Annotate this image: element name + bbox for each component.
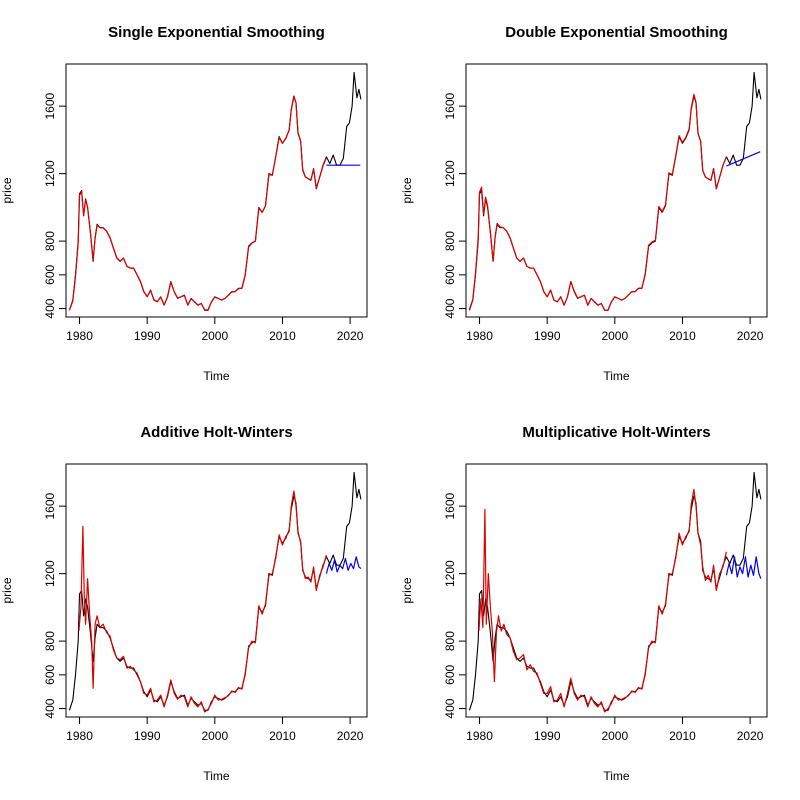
x-tick-label: 1990 — [534, 329, 561, 343]
y-tick-label: 600 — [43, 665, 57, 685]
series-line-fitted — [468, 93, 727, 311]
x-tick-label: 1980 — [466, 329, 493, 343]
series-line-actual — [468, 71, 762, 311]
chart-panel: Double Exponential Smoothing 1980 1990 2000… — [400, 24, 768, 383]
chart-panel: Single Exponential Smoothing 1980 1990 2000… — [0, 24, 368, 383]
y-tick-label: 1200 — [43, 560, 57, 587]
y-tick-label: 400 — [443, 698, 457, 718]
y-tick-label: 400 — [43, 698, 57, 718]
x-tick-label: 1990 — [134, 729, 161, 743]
x-tick-label: 2010 — [669, 329, 696, 343]
plot-frame — [465, 463, 768, 718]
x-tick-label: 2000 — [201, 329, 228, 343]
y-tick-label: 600 — [443, 665, 457, 685]
plot-frame — [65, 63, 368, 318]
y-tick-label: 1200 — [43, 160, 57, 187]
y-tick-label: 1600 — [443, 92, 457, 119]
x-tick-label: 1990 — [134, 329, 161, 343]
y-tick-label: 1600 — [43, 492, 57, 519]
y-axis-label: price — [0, 577, 14, 603]
y-axis-label: price — [0, 177, 14, 203]
series-line-forecast — [725, 556, 762, 579]
x-tick-label: 2000 — [601, 329, 628, 343]
series-line-forecast — [726, 151, 761, 167]
x-axis-label: Time — [603, 369, 630, 383]
x-tick-label: 2000 — [201, 729, 228, 743]
y-tick-label: 800 — [43, 631, 57, 651]
y-tick-label: 1600 — [443, 492, 457, 519]
series-line-fitted — [68, 96, 327, 311]
series-group — [468, 471, 762, 713]
x-tick-label: 2020 — [337, 729, 364, 743]
x-axis-label: Time — [203, 769, 230, 783]
series-line-actual — [68, 471, 362, 711]
y-tick-label: 800 — [443, 631, 457, 651]
y-tick-label: 1200 — [443, 160, 457, 187]
y-tick-label: 1200 — [443, 560, 457, 587]
chart-title: Double Exponential Smoothing — [505, 24, 728, 41]
x-tick-label: 1980 — [466, 729, 493, 743]
chart-panel: Additive Holt-Winters 1980 1990 2000 2010 202… — [0, 424, 368, 783]
y-tick-label: 1600 — [43, 92, 57, 119]
series-group — [68, 71, 362, 311]
y-tick-label: 400 — [43, 298, 57, 318]
x-tick-label: 2010 — [269, 329, 296, 343]
x-tick-label: 2010 — [269, 729, 296, 743]
series-group — [468, 71, 762, 311]
chart-title: Multiplicative Holt-Winters — [522, 424, 710, 441]
series-line-actual — [68, 71, 362, 311]
series-line-forecast — [325, 556, 362, 574]
x-tick-label: 2000 — [601, 729, 628, 743]
x-tick-label: 2020 — [337, 329, 364, 343]
x-tick-label: 2020 — [737, 329, 764, 343]
series-group — [68, 471, 362, 713]
y-tick-label: 800 — [443, 231, 457, 251]
y-axis-label: price — [400, 577, 414, 603]
y-tick-label: 400 — [443, 298, 457, 318]
x-tick-label: 1990 — [534, 729, 561, 743]
chart-title: Additive Holt-Winters — [140, 424, 292, 441]
x-tick-label: 2020 — [737, 729, 764, 743]
x-tick-label: 1980 — [66, 329, 93, 343]
series-line-actual — [468, 471, 762, 711]
chart-title: Single Exponential Smoothing — [108, 24, 325, 41]
y-tick-label: 600 — [43, 265, 57, 285]
y-tick-label: 600 — [443, 265, 457, 285]
chart-panel: Multiplicative Holt-Winters 1980 1990 2000 2… — [400, 424, 768, 783]
y-tick-label: 800 — [43, 231, 57, 251]
series-line-fitted — [78, 490, 327, 713]
x-tick-label: 2010 — [669, 729, 696, 743]
y-axis-label: price — [400, 177, 414, 203]
plot-frame — [465, 63, 768, 318]
x-axis-label: Time — [603, 769, 630, 783]
x-axis-label: Time — [203, 369, 230, 383]
x-tick-label: 1980 — [66, 729, 93, 743]
series-line-fitted — [478, 488, 727, 713]
plot-frame — [65, 463, 368, 718]
